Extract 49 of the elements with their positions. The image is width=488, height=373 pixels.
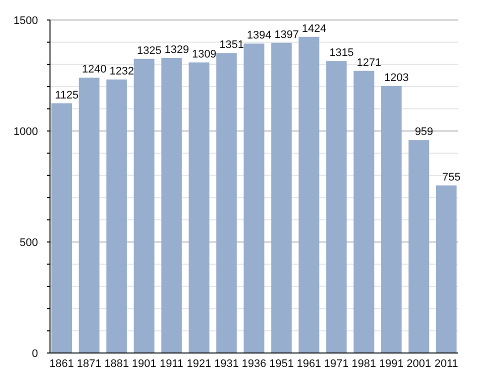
x-tick-label: 1981	[352, 358, 376, 370]
x-tick-label: 2011	[434, 358, 458, 370]
data-label: 1125	[55, 89, 79, 102]
x-tick-label: 2001	[406, 358, 432, 370]
y-tick-label: 1000	[14, 126, 38, 138]
data-label: 755	[442, 171, 461, 184]
bar	[436, 185, 457, 353]
x-tick-label: 1921	[186, 358, 212, 370]
y-tick-label: 0	[32, 348, 38, 360]
bar	[354, 70, 374, 353]
bar	[51, 103, 72, 353]
data-label: 1351	[219, 39, 244, 52]
data-label: 1203	[384, 72, 409, 84]
bar	[381, 86, 402, 353]
bar	[216, 53, 237, 353]
bar	[134, 58, 154, 353]
x-tick-label: 1931	[214, 358, 239, 370]
bar	[326, 61, 347, 353]
x-tick-label: 1951	[269, 358, 294, 370]
data-label: 1325	[137, 44, 162, 57]
data-label: 1232	[110, 65, 134, 78]
x-tick-label: 1911	[160, 358, 184, 370]
data-label: 1394	[246, 30, 272, 42]
bar	[244, 44, 264, 353]
bar	[161, 58, 182, 353]
data-label: 1397	[274, 28, 299, 41]
data-label: 1309	[192, 48, 216, 60]
x-tick-label: 1936	[242, 358, 266, 370]
x-tick-label: 1991	[379, 358, 404, 370]
bar	[106, 79, 127, 353]
x-tick-label: 1961	[296, 358, 322, 370]
bar	[78, 78, 100, 353]
data-label: 1329	[164, 44, 189, 56]
x-tick-label: 1881	[104, 358, 129, 370]
bar	[298, 36, 320, 353]
data-label: 1315	[329, 47, 354, 60]
data-label: 1424	[302, 22, 326, 35]
y-tick-label: 1500	[14, 14, 38, 27]
x-tick-label: 1901	[132, 358, 156, 370]
x-tick-label: 1871	[76, 358, 102, 370]
x-tick-label: 1861	[49, 358, 74, 370]
data-label: 959	[414, 126, 434, 138]
bar	[271, 42, 292, 353]
x-tick-label: 1971	[324, 358, 349, 370]
y-tick-label: 500	[20, 236, 38, 249]
bar	[188, 62, 210, 353]
bar	[408, 140, 430, 353]
data-label: 1240	[82, 64, 107, 76]
data-label: 1271	[356, 56, 382, 69]
